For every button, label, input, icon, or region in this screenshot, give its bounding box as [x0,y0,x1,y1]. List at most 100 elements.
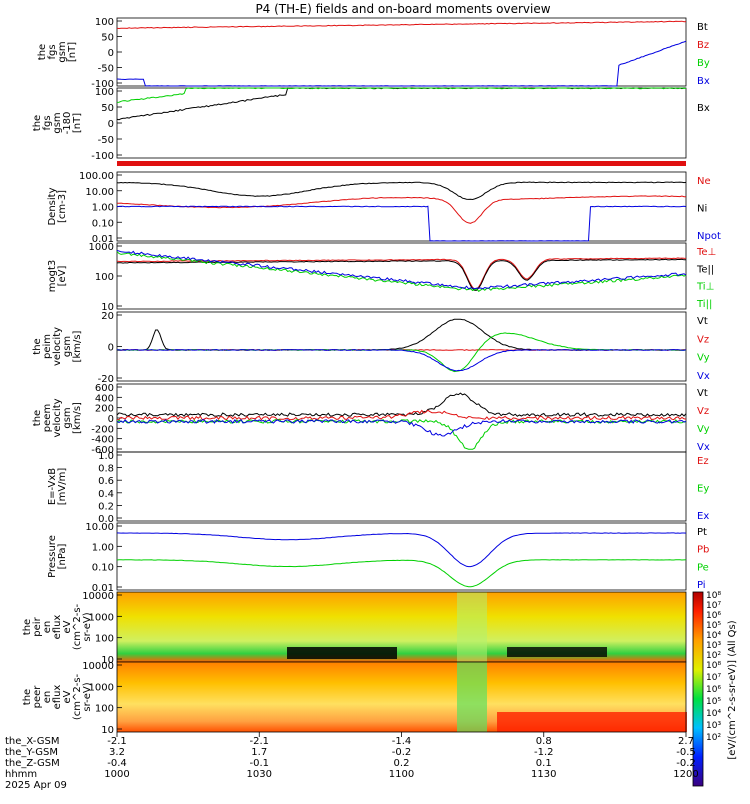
legend-pe: Pe [697,562,709,573]
y-axis-label: sr-eV) [82,612,93,641]
panel-peim_vel: 200-20the peim velocity gsm [km/s]VtVzVyVx [32,311,710,385]
legend-npot: Npot [697,231,721,242]
series-bx [117,41,686,86]
x-tick-label: 3.2 [109,747,125,758]
y-tick-label: -50 [98,135,114,146]
y-tick-label: 100 [95,634,114,645]
legend-ti||: Ti|| [696,299,712,310]
colorbar-tick: 10⁴ [706,709,721,719]
y-tick-label: 0.2 [98,501,114,512]
colorbar-tick: 10⁷ [706,673,721,683]
x-tick-label: 1200 [673,769,698,780]
legend-ti⊥: Ti⊥ [696,282,714,293]
legend-ez: Ez [697,456,709,467]
x-row-label: the_Z-GSM [5,758,60,769]
series-ne [117,196,686,223]
x-tick-label: -1.4 [392,736,412,747]
legend-ne: Ne [697,176,711,187]
series-vy [117,333,686,372]
y-tick-label: 1.00 [92,542,114,553]
y-tick-label: 100 [95,17,114,28]
colorbar-tick: 10⁶ [706,685,721,695]
colorbar-tick: 10⁵ [706,697,721,707]
legend-vx: Vx [697,442,710,453]
legend-ex: Ex [697,511,709,522]
x-tick-label: -2.1 [107,736,127,747]
y-tick-label: 0.4 [98,489,114,500]
y-tick-label: 10000 [82,591,114,602]
y-tick-label: 10.00 [85,522,114,533]
series-vy2 [117,420,686,450]
series-npot [117,206,686,241]
legend-bz: Bz [697,40,709,51]
y-tick-label: -50 [98,64,114,75]
y-tick-label: 0 [108,119,114,130]
y-tick-label: 20 [101,311,114,322]
y-tick-label: 100 [95,87,114,98]
legend-te||: Te|| [696,264,714,275]
y-axis-label: [eV] [57,266,68,287]
y-axis-label: [mV/m] [57,468,68,506]
x-tick-label: 0.8 [536,736,552,747]
y-tick-label: 10.00 [85,187,114,198]
curves-group [117,21,686,587]
x-row-label: the_Y-GSM [5,747,58,758]
series-bz [117,21,686,28]
legend-bt: Bt [697,22,708,33]
spectrogram-dark-band [287,647,397,659]
x-row-label: the_X-GSM [5,736,59,747]
series-ti [117,252,686,292]
y-axis-label: [nPa] [57,543,68,569]
overview-plot: P4 (TH-E) fields and on-board moments ov… [0,0,750,800]
y-tick-label: 1.0 [98,451,114,462]
y-tick-label: 0.8 [98,464,114,475]
x-tick-label: -1.2 [534,747,554,758]
panels-group: 100500-50-100the fgs gsm [nT]BtBzByBx100500… [22,17,721,736]
y-tick-label: 50 [101,103,114,114]
legend-vz: Vz [697,334,709,345]
x-tick-label: 1100 [389,769,414,780]
x-tick-label: 0.1 [536,758,552,769]
y-tick-label: 0.10 [92,218,114,229]
panel-frame [117,384,686,452]
y-tick-label: -100 [91,151,114,162]
panel-peir: 10000 1000 100 10 the peir en eflux eV (cm^2-s-sr… [22,591,686,666]
chart-title: P4 (TH-E) fields and on-board moments ov… [255,2,550,16]
x-tick-label: -0.1 [249,758,269,769]
y-tick-label: 10 [101,725,114,736]
legend-pt: Pt [697,527,707,538]
y-axis-label: [nT] [67,42,78,62]
colorbar-tick: 10² [706,733,721,743]
y-tick-label: 1000 [89,242,114,253]
legend-vy: Vy [697,424,710,435]
colorbar-label: [eV/(cm^2-s-sr-eV)] (All Qs) [727,620,738,759]
colorbar-tick: 10⁸ [706,661,721,671]
x-tick-label: -0.4 [107,758,127,769]
panel-frame [117,243,686,309]
series-vt [117,319,686,350]
legend-ey: Ey [697,484,709,495]
y-tick-label: 1.00 [92,203,114,214]
legend-ni: Ni [697,204,707,215]
legend-te⊥: Te⊥ [696,247,716,258]
y-axis-label: [km/s] [72,330,83,362]
series-vx [117,350,686,371]
x-tick-label: -0.2 [676,758,696,769]
colorbar-tick: 10⁶ [706,611,721,621]
panel-frame [117,18,686,86]
colorbar-tick: 10⁸ [706,591,721,601]
y-axis-label: [nT] [72,113,83,133]
series-te-par [117,259,686,290]
x-axis-table: the_X-GSMthe_Y-GSMthe_Z-GSMhhmm2025 Apr … [5,732,699,791]
spectrogram-dark-band [507,647,607,657]
panel-peer: 10000 1000 100 10 the peer en eflux eV (cm^2-s-sr… [22,661,687,736]
series-ti-par [117,251,686,289]
panel-fgs_dsl: 100 50 0 -50 -100 the fgs gsm -180 [nT] Bx [32,87,710,162]
y-axis-label: [cm-3] [57,190,68,223]
series-pe [117,560,686,587]
x-tick-label: -2.1 [249,736,269,747]
legend-vx: Vx [697,371,710,382]
spectrogram-red-band [497,712,687,732]
x-tick-label: 1000 [104,769,129,780]
x-row-label: 2025 Apr 09 [5,780,67,791]
